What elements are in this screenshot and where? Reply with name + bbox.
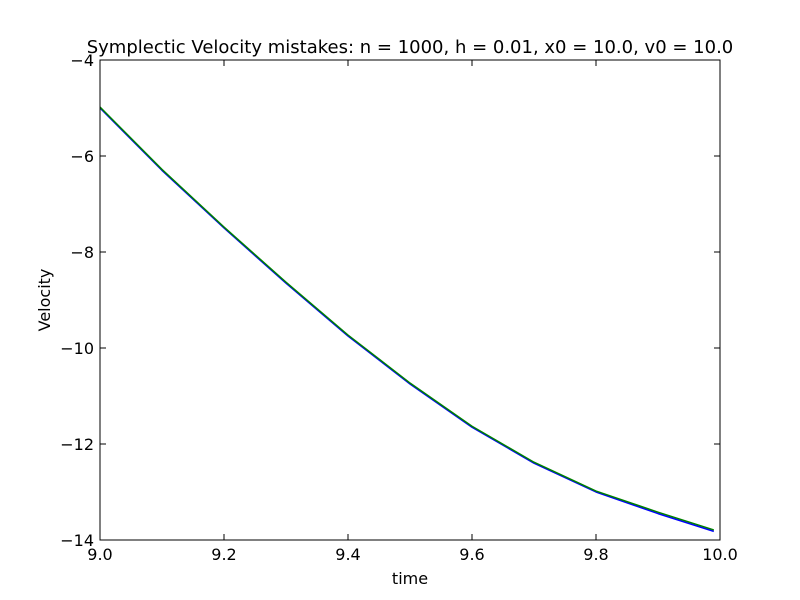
y-tick-label: −8 xyxy=(70,243,94,262)
y-tick-label: −14 xyxy=(60,531,94,550)
x-axis-label: time xyxy=(392,569,428,588)
y-tick-label: −12 xyxy=(60,435,94,454)
x-tick-label: 9.0 xyxy=(87,545,112,564)
series-line-2 xyxy=(99,106,715,531)
y-axis-label: Velocity xyxy=(35,269,54,332)
axes-frame xyxy=(99,59,721,541)
plot-area xyxy=(99,106,715,533)
series-line-1 xyxy=(99,107,715,533)
x-tick-label: 9.6 xyxy=(459,545,484,564)
axis-ticks: 9.0 9.2 9.4 9.6 9.8 10.0 −14 −12 −10 −8 −6 −4 xyxy=(60,51,738,564)
x-tick-label: 10.0 xyxy=(702,545,738,564)
x-tick-label: 9.4 xyxy=(335,545,360,564)
x-tick-label: 9.2 xyxy=(211,545,236,564)
y-tick-label: −6 xyxy=(70,147,94,166)
y-tick-label: −10 xyxy=(60,339,94,358)
chart-title: Symplectic Velocity mistakes: n = 1000, … xyxy=(87,37,734,58)
x-tick-label: 9.8 xyxy=(583,545,608,564)
y-tick-label: −4 xyxy=(70,51,94,70)
